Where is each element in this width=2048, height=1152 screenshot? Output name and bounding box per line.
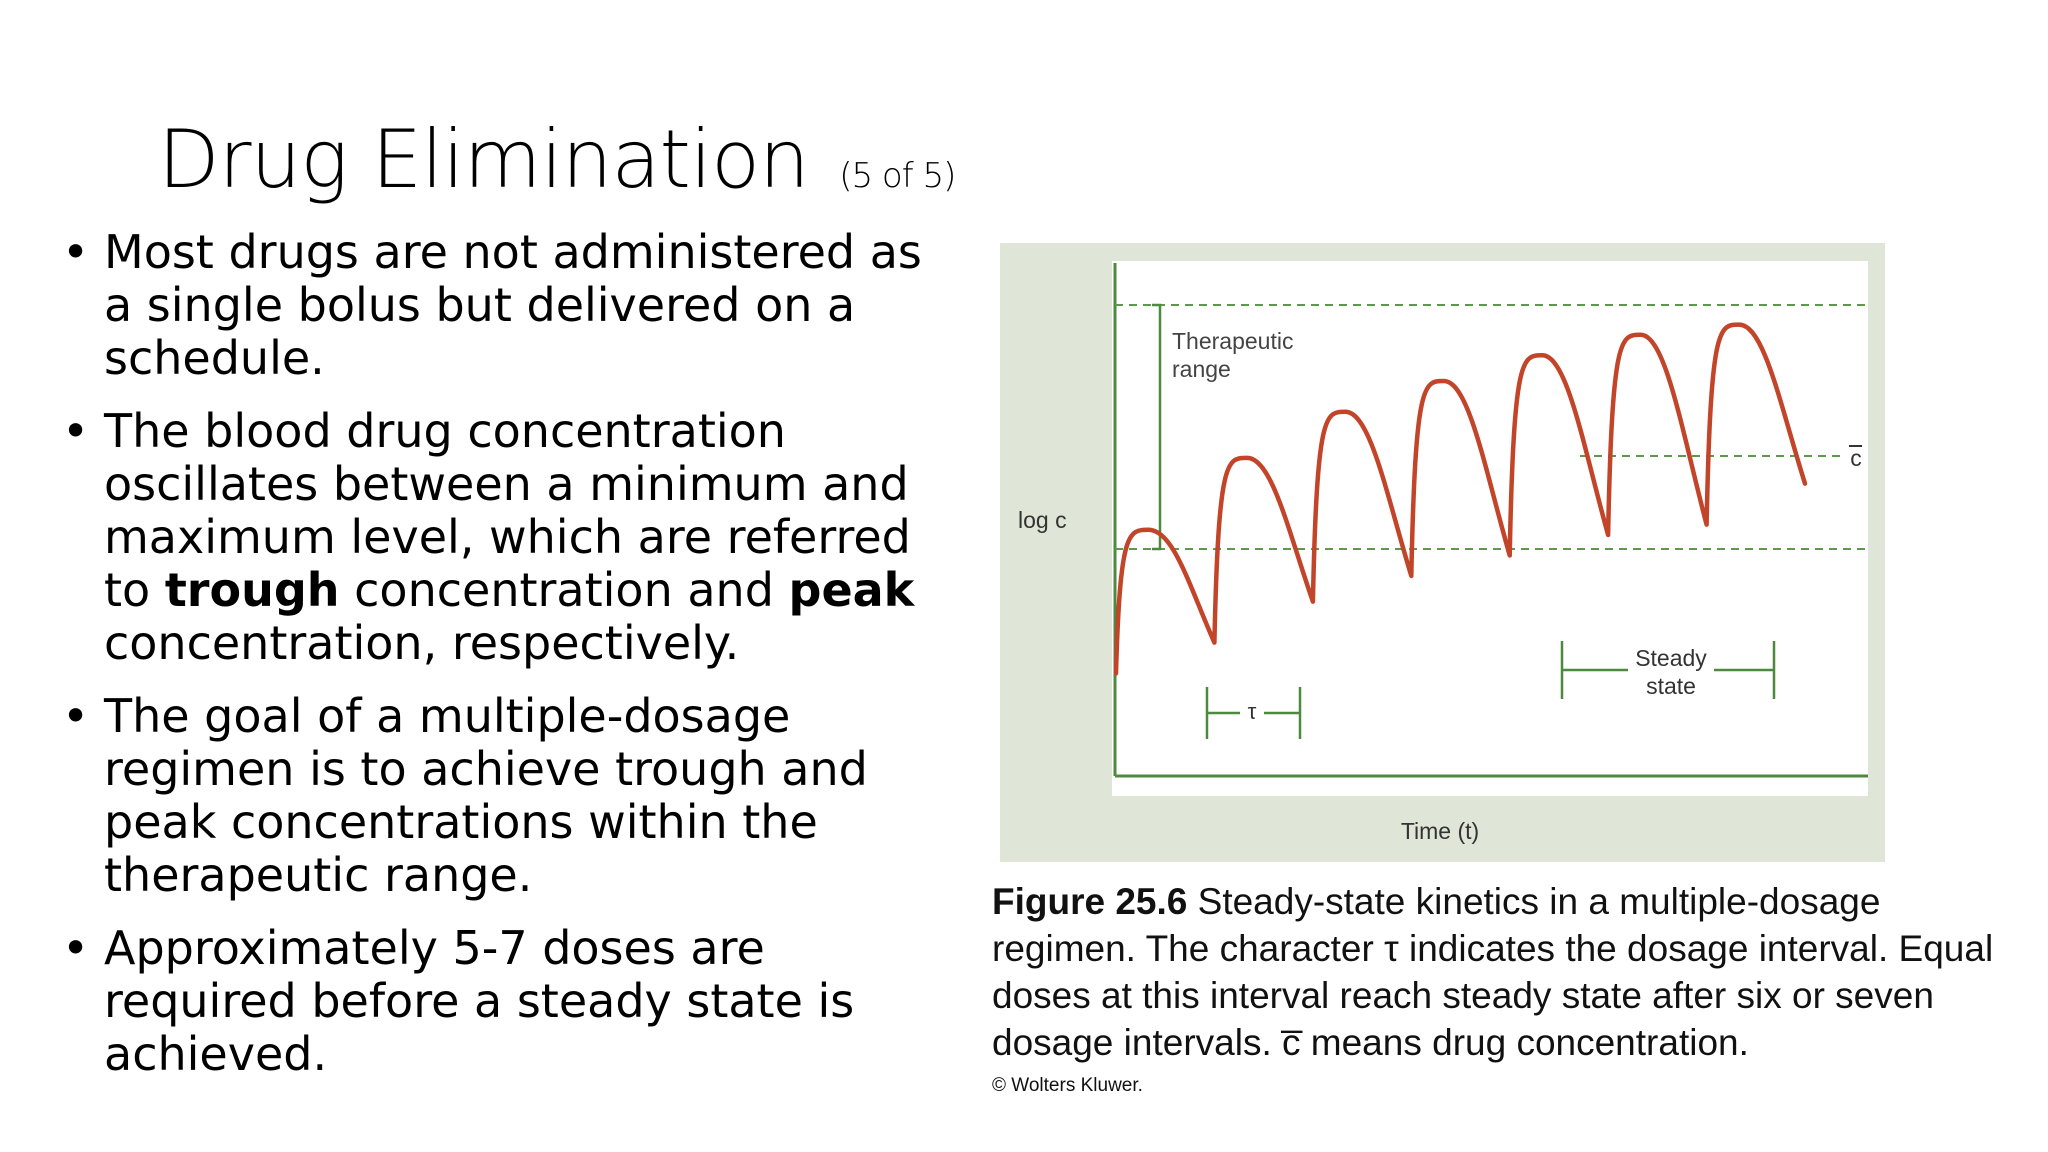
bullet-text: concentration and [339, 563, 789, 617]
x-axis-label: Time (t) [1401, 818, 1479, 844]
slide-title: Drug Elimination (5 of 5) [158, 120, 956, 200]
bullet-bold-term: peak [788, 563, 915, 617]
slide-title-suffix: (5 of 5) [839, 156, 956, 196]
steady-state-label-line2: state [1646, 673, 1696, 699]
bullet-item: The blood drug concentration oscillates … [62, 405, 942, 670]
y-axis-label: log c [1018, 507, 1067, 533]
therapeutic-range-bracket [1152, 303, 1162, 551]
steady-state-label-line1: Steady [1635, 645, 1707, 671]
concentration-curve [1113, 322, 1808, 676]
tau-label: τ [1248, 699, 1257, 724]
figure-caption: Figure 25.6 Steady-state kinetics in a m… [992, 878, 2002, 1066]
bullet-list: Most drugs are not administered as a sin… [62, 226, 942, 1101]
svg-text:c: c [1850, 445, 1862, 471]
plot-area [1112, 261, 1868, 796]
slide-title-text: Drug Elimination [158, 113, 810, 206]
caption-text: Steady-state kinetics in a multiple-dosa… [992, 881, 1994, 1063]
figure-panel: τ Steady state Therapeutic range log c T… [1000, 243, 1885, 862]
therapeutic-range-label-line1: Therapeutic [1172, 328, 1293, 354]
bullet-text: The blood drug concentration oscillates … [104, 404, 911, 617]
bullet-text: Most drugs are not administered as a sin… [104, 225, 922, 385]
bullet-bold-term: trough [164, 563, 340, 617]
bullet-item: The goal of a multiple-dosage regimen is… [62, 690, 942, 902]
steady-state-marker: Steady state [1560, 641, 1776, 699]
bullet-item: Most drugs are not administered as a sin… [62, 226, 942, 385]
therapeutic-range-label-line2: range [1172, 356, 1231, 382]
bullet-text: The goal of a multiple-dosage regimen is… [104, 689, 868, 902]
bullet-text: Approximately 5-7 doses are required bef… [104, 921, 855, 1081]
bullet-item: Approximately 5-7 doses are required bef… [62, 922, 942, 1081]
caption-label: Figure 25.6 [992, 881, 1188, 922]
figure-credit: © Wolters Kluwer. [992, 1075, 1143, 1096]
kinetics-diagram: τ Steady state Therapeutic range log c T… [1018, 261, 1868, 844]
bullet-text: concentration, respectively. [104, 616, 740, 670]
tau-marker: τ [1205, 687, 1302, 739]
c-bar-label: c [1849, 445, 1862, 471]
